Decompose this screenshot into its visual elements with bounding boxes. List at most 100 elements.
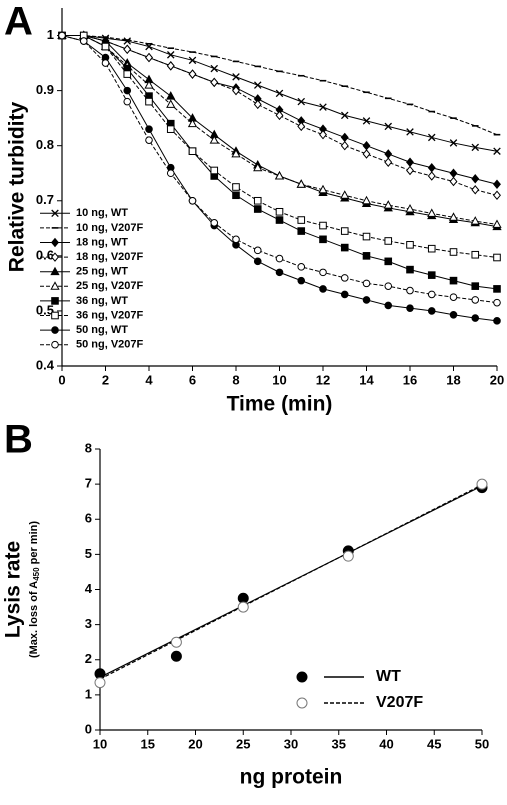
y-tick-label: 6 bbox=[85, 511, 92, 526]
marker bbox=[123, 70, 132, 78]
legend-label: WT bbox=[376, 668, 401, 685]
marker bbox=[51, 326, 59, 334]
marker bbox=[123, 86, 132, 95]
series-line bbox=[61, 35, 498, 304]
marker bbox=[362, 117, 371, 125]
legend-label: 10 ng, WT bbox=[76, 207, 128, 219]
legend-label: 36 ng, WT bbox=[76, 295, 128, 307]
x-tick-label: 6 bbox=[189, 372, 196, 387]
y-tick-label: 1 bbox=[47, 27, 54, 42]
marker bbox=[427, 290, 436, 299]
marker bbox=[232, 191, 240, 200]
y-tick-label: 0.9 bbox=[36, 82, 54, 97]
marker bbox=[406, 241, 414, 249]
marker bbox=[427, 171, 436, 181]
marker bbox=[361, 195, 372, 205]
marker bbox=[275, 254, 284, 263]
marker bbox=[384, 237, 393, 245]
marker bbox=[449, 139, 458, 147]
marker bbox=[476, 478, 488, 490]
marker bbox=[493, 190, 501, 201]
marker bbox=[297, 121, 306, 132]
marker bbox=[340, 290, 349, 299]
marker bbox=[297, 263, 306, 271]
marker bbox=[232, 73, 240, 81]
marker bbox=[492, 219, 502, 228]
marker bbox=[427, 244, 436, 253]
marker bbox=[231, 148, 241, 158]
x-tick-label: 25 bbox=[236, 736, 250, 751]
marker bbox=[406, 128, 414, 136]
marker bbox=[319, 285, 327, 293]
legend-label: 50 ng, WT bbox=[76, 324, 128, 336]
marker bbox=[274, 170, 285, 180]
marker bbox=[210, 166, 219, 175]
marker bbox=[79, 37, 88, 45]
marker bbox=[188, 147, 197, 155]
marker bbox=[123, 37, 132, 45]
marker bbox=[145, 125, 153, 133]
x-tick-label: 0 bbox=[58, 372, 65, 387]
marker bbox=[253, 99, 262, 110]
marker bbox=[449, 293, 458, 301]
x-axis-title: ng protein bbox=[240, 766, 343, 789]
marker bbox=[145, 136, 153, 144]
marker bbox=[296, 697, 308, 709]
marker bbox=[210, 64, 219, 73]
x-tick-label: 4 bbox=[145, 372, 153, 387]
marker bbox=[340, 140, 349, 151]
marker bbox=[50, 281, 60, 290]
marker bbox=[471, 173, 480, 184]
x-axis-title: Time (min) bbox=[227, 393, 333, 416]
marker bbox=[170, 650, 182, 662]
marker bbox=[319, 235, 327, 244]
marker bbox=[187, 118, 198, 128]
marker bbox=[58, 31, 66, 40]
y-axis-title: Lysis rate bbox=[2, 541, 25, 638]
x-tick-label: 8 bbox=[232, 372, 239, 387]
marker bbox=[166, 169, 175, 178]
marker bbox=[166, 51, 175, 59]
marker bbox=[383, 200, 393, 209]
marker bbox=[470, 216, 480, 225]
marker bbox=[210, 77, 219, 88]
marker bbox=[406, 286, 414, 295]
marker bbox=[51, 209, 59, 218]
note-text: (Max. loss of A bbox=[28, 581, 40, 658]
marker bbox=[170, 636, 182, 648]
marker bbox=[297, 227, 306, 235]
marker bbox=[319, 268, 327, 277]
y-tick-label: 0.5 bbox=[36, 302, 54, 317]
marker bbox=[297, 216, 306, 224]
marker bbox=[493, 179, 501, 189]
marker bbox=[232, 235, 240, 244]
marker bbox=[253, 246, 262, 255]
marker bbox=[406, 304, 414, 312]
marker bbox=[51, 252, 59, 262]
marker bbox=[427, 133, 436, 142]
marker bbox=[253, 205, 262, 213]
marker bbox=[253, 196, 262, 205]
marker bbox=[253, 81, 262, 89]
fit-line bbox=[99, 484, 483, 680]
marker bbox=[232, 183, 240, 191]
y-axis-note: (Max. loss of A450 per min) bbox=[28, 521, 41, 658]
marker bbox=[275, 207, 284, 216]
marker bbox=[471, 250, 480, 259]
marker bbox=[209, 135, 219, 144]
marker bbox=[471, 314, 480, 322]
marker bbox=[340, 190, 350, 199]
panel-label: A bbox=[4, 0, 33, 44]
x-tick-label: 20 bbox=[490, 372, 504, 387]
marker bbox=[471, 296, 480, 304]
marker bbox=[275, 89, 284, 98]
marker bbox=[384, 301, 393, 310]
marker bbox=[101, 59, 110, 67]
marker bbox=[275, 110, 284, 121]
legend-label: 50 ng, V207F bbox=[76, 339, 144, 351]
y-tick-label: 8 bbox=[85, 440, 92, 455]
marker bbox=[94, 677, 106, 689]
marker bbox=[166, 91, 176, 100]
marker bbox=[384, 122, 393, 131]
